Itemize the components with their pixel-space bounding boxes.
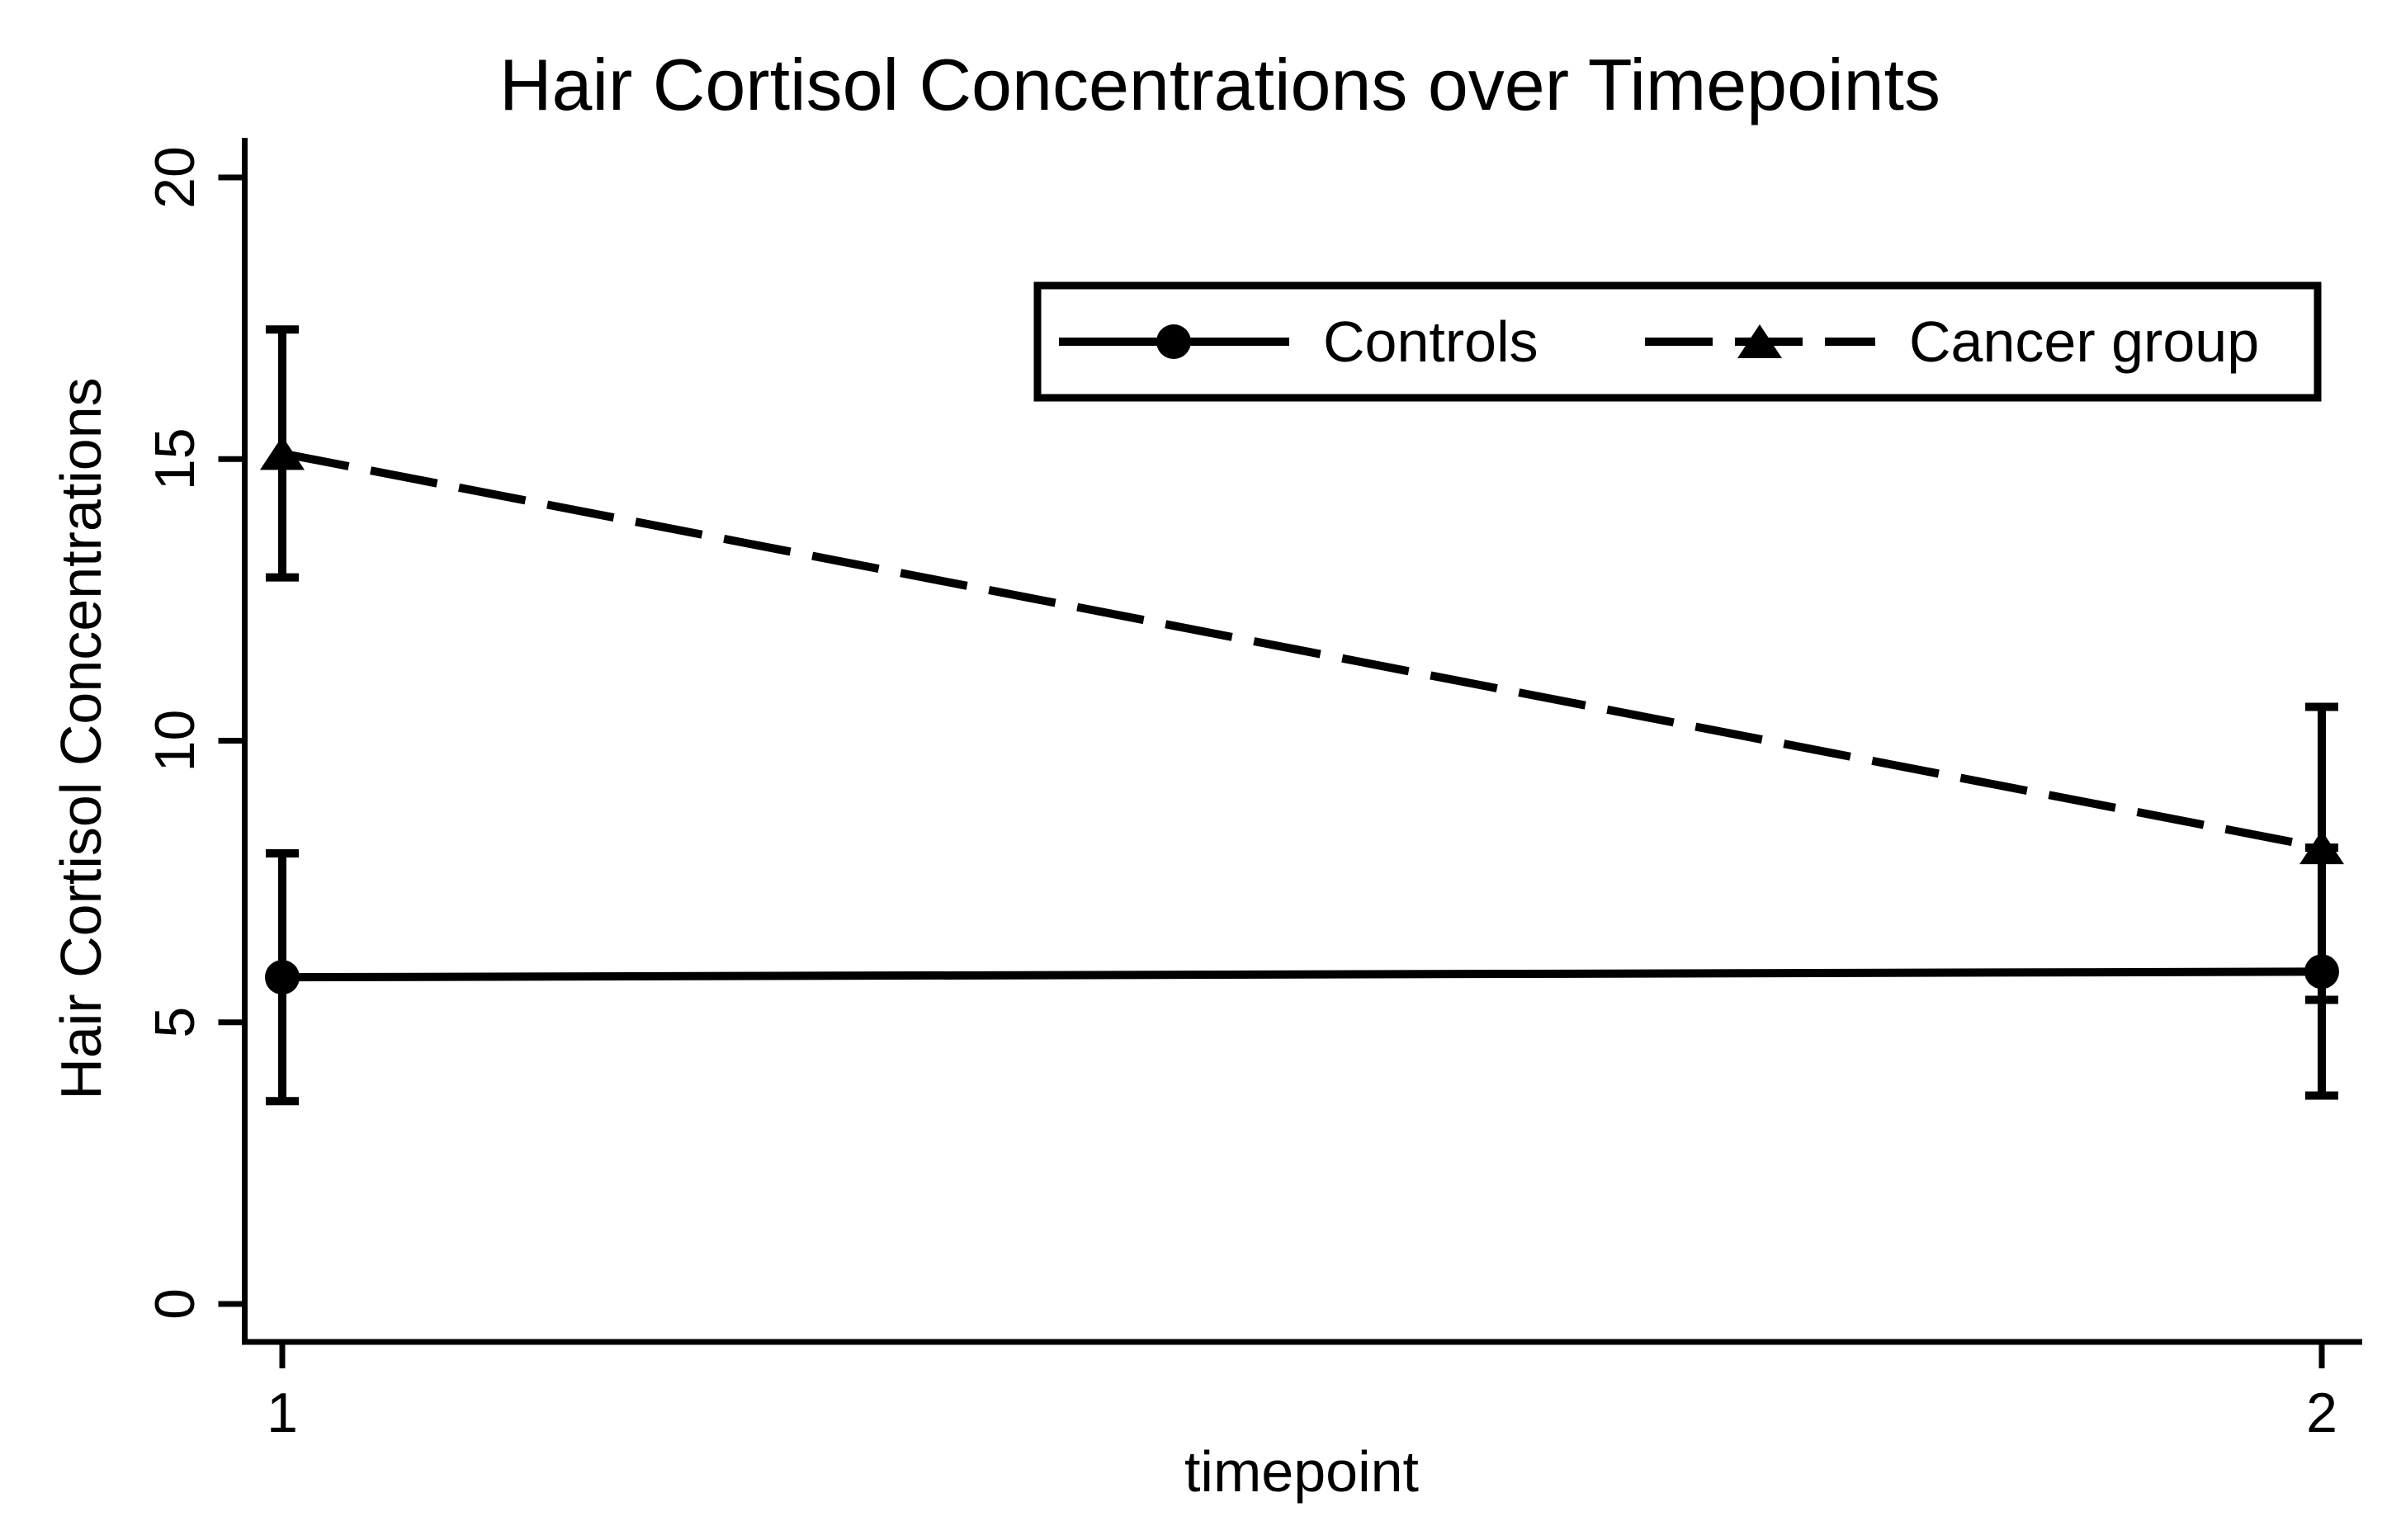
y-axis-title: Hair Cortisol Concentrations bbox=[49, 377, 113, 1099]
data-marker-controls bbox=[265, 960, 300, 995]
data-marker-cancer-group bbox=[2299, 830, 2344, 865]
data-marker-cancer-group bbox=[260, 436, 305, 470]
series-line-controls bbox=[281, 967, 2323, 982]
legend-label-cancer-group: Cancer group bbox=[1909, 309, 2259, 374]
y-tick-label: 5 bbox=[144, 1007, 206, 1038]
y-tick-label: 20 bbox=[144, 146, 206, 209]
series-line-cancer-group bbox=[281, 449, 2323, 853]
legend-filled-triangle-icon bbox=[1737, 324, 1782, 358]
chart-title: Hair Cortisol Concentrations over Timepo… bbox=[499, 44, 1940, 125]
legend-filled-circle-icon bbox=[1156, 324, 1191, 359]
legend-label-controls: Controls bbox=[1323, 309, 1538, 374]
y-tick-label: 10 bbox=[144, 710, 206, 772]
y-tick-label: 0 bbox=[144, 1288, 206, 1320]
y-tick-label: 15 bbox=[144, 428, 206, 490]
x-axis-title: timepoint bbox=[1184, 1439, 1419, 1504]
x-tick-label: 1 bbox=[267, 1382, 298, 1444]
x-tick-label: 2 bbox=[2306, 1382, 2337, 1444]
